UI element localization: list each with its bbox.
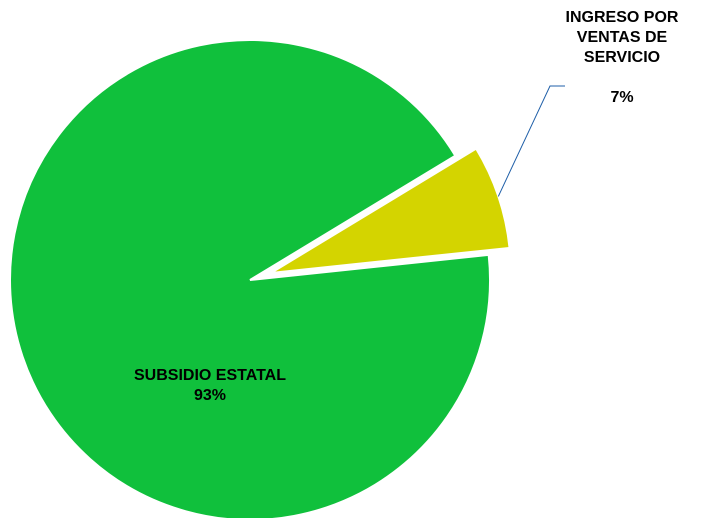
slice-value: 93% [193, 387, 227, 404]
pie-slice [9, 39, 491, 518]
slice-label: SUBSIDIO ESTATAL [134, 367, 286, 384]
pie-slice [270, 147, 511, 274]
slice-value: 7% [610, 89, 634, 106]
leader-line [497, 85, 565, 197]
slice-label: INGRESO POR VENTAS DE SERVICIO [565, 9, 679, 66]
